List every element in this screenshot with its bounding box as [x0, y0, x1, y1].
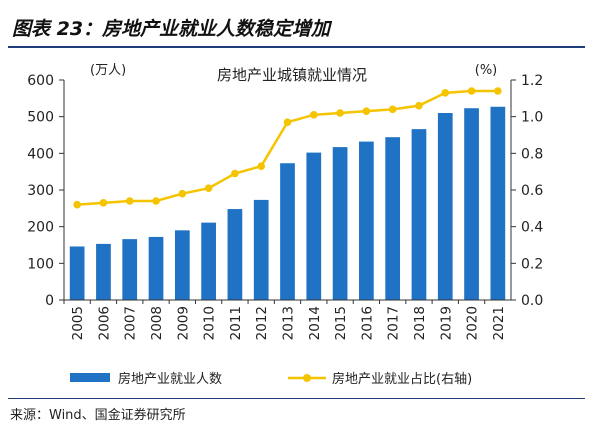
left-tick-label: 600 — [27, 73, 54, 89]
line-point-2017 — [388, 105, 397, 114]
x-tick-label: 2011 — [228, 306, 244, 340]
bar-2020 — [464, 108, 479, 300]
bar-2015 — [332, 147, 348, 300]
title-divider — [8, 46, 585, 48]
bar-2013 — [280, 163, 295, 300]
figure-title: 图表 23：房地产业就业人数稳定增加 — [12, 18, 331, 40]
source-note: 来源：Wind、国金证券研究所 — [10, 408, 186, 423]
x-tick-label: 2008 — [149, 306, 165, 340]
chart: 0 100 200 300 400 500 600 0.0 0.2 0.4 0.6 0.8 1.0 1.… — [27, 63, 543, 387]
line-point-2007 — [125, 197, 134, 205]
x-tick-label: 2013 — [281, 306, 297, 340]
bar-2011 — [227, 209, 243, 300]
source-divider — [8, 398, 585, 399]
bar-2007 — [122, 239, 138, 300]
x-tick-label: 2020 — [465, 306, 481, 340]
bar-2021 — [490, 106, 506, 300]
x-tick-label: 2015 — [333, 306, 349, 340]
line-point-2013 — [283, 118, 292, 126]
x-tick-label: 2016 — [359, 306, 375, 340]
line-point-2014 — [309, 111, 318, 119]
right-tick-label: 0.0 — [521, 293, 543, 309]
bar-2006 — [96, 243, 111, 300]
bar-2010 — [201, 222, 216, 300]
line-point-2021 — [494, 87, 502, 95]
legend-line-marker — [303, 374, 311, 382]
bar-2008 — [148, 236, 164, 300]
right-tick-label: 0.8 — [521, 146, 543, 162]
x-tick-label: 2019 — [438, 306, 454, 340]
x-tick-label: 2018 — [412, 306, 428, 340]
x-tick-label: 2007 — [123, 306, 139, 340]
chart-title: 房地产业城镇就业情况 — [217, 66, 367, 84]
bar-2019 — [437, 113, 453, 300]
x-tick-label: 2021 — [491, 306, 507, 340]
x-tick-label: 2017 — [386, 306, 402, 340]
left-tick-label: 500 — [27, 110, 54, 126]
right-tick-label: 0.4 — [521, 220, 543, 236]
line-point-2009 — [178, 189, 187, 198]
line-point-2011 — [231, 169, 239, 178]
line-point-2005 — [73, 200, 81, 209]
bar-2009 — [174, 230, 190, 300]
legend-bar-label: 房地产业就业人数 — [118, 371, 222, 387]
line-point-2020 — [467, 87, 476, 95]
line-point-2006 — [99, 199, 108, 207]
right-axis-unit: (%) — [475, 63, 498, 78]
left-tick-label: 100 — [27, 256, 54, 272]
right-tick-label: 0.6 — [521, 183, 543, 199]
bar-2014 — [306, 152, 322, 300]
line-point-2016 — [362, 107, 371, 115]
right-tick-label: 1.2 — [521, 73, 543, 89]
left-tick-label: 300 — [27, 183, 54, 199]
left-tick-label: 0 — [45, 293, 54, 309]
bar-2017 — [385, 137, 401, 300]
line-point-2010 — [204, 184, 213, 192]
legend-line-label: 房地产业就业占比(右轴) — [332, 371, 472, 387]
bar-2012 — [253, 199, 269, 300]
line-point-2012 — [257, 162, 266, 170]
line-point-2019 — [441, 89, 450, 97]
x-tick-label: 2010 — [202, 306, 218, 340]
left-tick-label: 200 — [27, 220, 54, 236]
line-point-2018 — [415, 101, 423, 110]
left-tick-label: 400 — [27, 146, 54, 162]
line-point-2015 — [336, 109, 344, 117]
bar-2005 — [69, 246, 85, 300]
bar-2016 — [359, 141, 374, 300]
x-tick-label: 2012 — [254, 306, 270, 340]
right-tick-label: 1.0 — [521, 110, 543, 126]
bar-2018 — [411, 129, 427, 300]
x-tick-label: 2005 — [70, 306, 86, 340]
left-axis-unit: (万人) — [90, 63, 126, 78]
x-tick-label: 2014 — [307, 306, 323, 340]
x-tick-label: 2006 — [96, 306, 112, 340]
line-point-2008 — [152, 197, 160, 205]
x-tick-label: 2009 — [175, 306, 191, 340]
legend: 房地产业就业人数 房地产业就业占比(右轴) — [70, 371, 472, 387]
legend-bar-swatch — [70, 373, 110, 382]
right-tick-label: 0.2 — [521, 256, 543, 272]
